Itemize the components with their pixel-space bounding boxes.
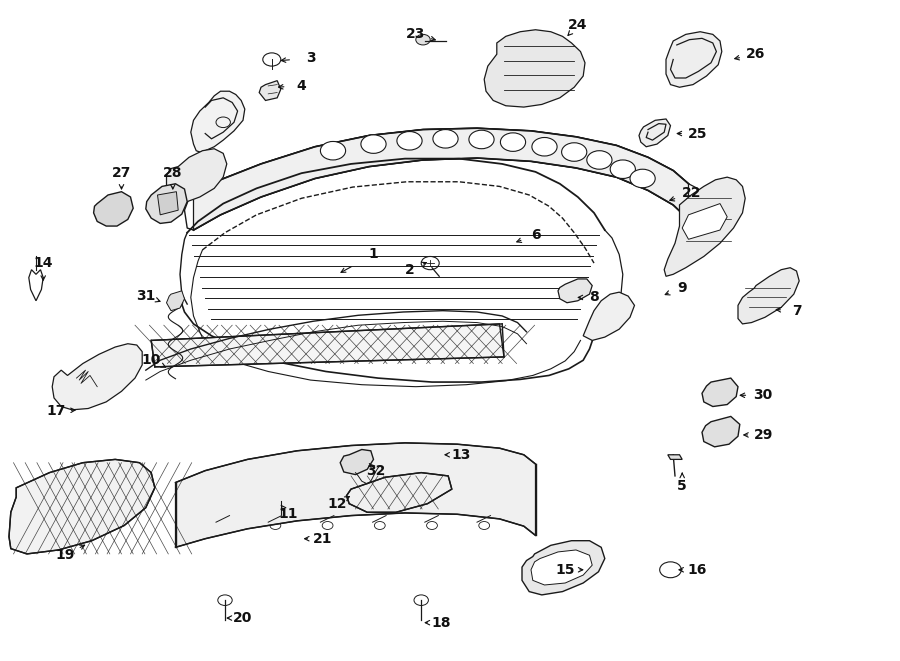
Polygon shape	[52, 344, 142, 410]
Circle shape	[500, 133, 526, 151]
Text: 11: 11	[278, 507, 298, 522]
Text: 31: 31	[136, 289, 156, 303]
Text: 1: 1	[369, 247, 378, 262]
Text: 24: 24	[568, 18, 588, 32]
Text: 23: 23	[406, 27, 426, 42]
Polygon shape	[702, 416, 740, 447]
Circle shape	[320, 141, 346, 160]
Polygon shape	[666, 32, 722, 87]
Polygon shape	[166, 149, 227, 202]
Text: 4: 4	[297, 79, 306, 93]
Text: 14: 14	[33, 256, 53, 270]
Text: 3: 3	[306, 51, 315, 65]
Circle shape	[532, 137, 557, 156]
Polygon shape	[166, 291, 184, 311]
Circle shape	[263, 53, 281, 66]
Polygon shape	[29, 270, 43, 301]
Text: 27: 27	[112, 166, 131, 180]
Polygon shape	[682, 204, 727, 239]
Polygon shape	[522, 541, 605, 595]
Circle shape	[104, 365, 115, 373]
Text: 25: 25	[688, 126, 707, 141]
Polygon shape	[531, 550, 592, 585]
Circle shape	[374, 522, 385, 529]
Text: 5: 5	[678, 479, 687, 493]
Polygon shape	[664, 177, 745, 276]
Text: 9: 9	[678, 280, 687, 295]
Circle shape	[322, 522, 333, 529]
Polygon shape	[158, 192, 178, 215]
Text: 30: 30	[753, 388, 773, 403]
Text: 19: 19	[55, 548, 75, 563]
Text: 8: 8	[590, 290, 598, 305]
Circle shape	[479, 522, 490, 529]
Text: 32: 32	[366, 463, 386, 478]
Polygon shape	[146, 184, 187, 223]
Text: 10: 10	[141, 353, 161, 368]
Ellipse shape	[95, 206, 112, 223]
Text: 13: 13	[451, 447, 471, 462]
Circle shape	[361, 135, 386, 153]
Polygon shape	[346, 473, 452, 512]
Circle shape	[414, 595, 428, 605]
Polygon shape	[9, 459, 155, 554]
Polygon shape	[176, 443, 536, 547]
Polygon shape	[583, 292, 634, 340]
Circle shape	[430, 447, 452, 463]
Circle shape	[433, 130, 458, 148]
Text: 28: 28	[163, 166, 183, 180]
Text: 12: 12	[328, 496, 347, 511]
Text: 16: 16	[688, 563, 707, 577]
Circle shape	[562, 143, 587, 161]
Polygon shape	[558, 279, 592, 303]
Text: 26: 26	[746, 47, 766, 61]
Text: 22: 22	[681, 186, 701, 200]
Polygon shape	[639, 119, 670, 147]
Circle shape	[218, 522, 229, 529]
Polygon shape	[484, 30, 585, 107]
Circle shape	[397, 132, 422, 150]
Polygon shape	[94, 192, 133, 226]
Text: 2: 2	[405, 262, 414, 277]
Circle shape	[610, 160, 635, 178]
Circle shape	[630, 169, 655, 188]
Text: 17: 17	[46, 404, 66, 418]
Text: 15: 15	[555, 563, 575, 577]
Text: 20: 20	[233, 611, 253, 625]
Text: 18: 18	[431, 615, 451, 630]
Circle shape	[416, 34, 430, 45]
Circle shape	[274, 496, 288, 506]
Polygon shape	[151, 324, 504, 367]
Polygon shape	[702, 378, 738, 407]
Circle shape	[218, 595, 232, 605]
Text: 7: 7	[792, 303, 801, 318]
Polygon shape	[191, 91, 245, 152]
Polygon shape	[340, 449, 374, 475]
Circle shape	[427, 522, 437, 529]
Polygon shape	[194, 128, 688, 230]
Text: 21: 21	[312, 531, 332, 546]
Circle shape	[270, 522, 281, 529]
Circle shape	[660, 562, 681, 578]
Circle shape	[469, 130, 494, 149]
Polygon shape	[668, 455, 682, 459]
Circle shape	[587, 151, 612, 169]
Polygon shape	[738, 268, 799, 324]
Text: 6: 6	[532, 227, 541, 242]
Polygon shape	[259, 81, 281, 100]
Text: 29: 29	[753, 428, 773, 442]
